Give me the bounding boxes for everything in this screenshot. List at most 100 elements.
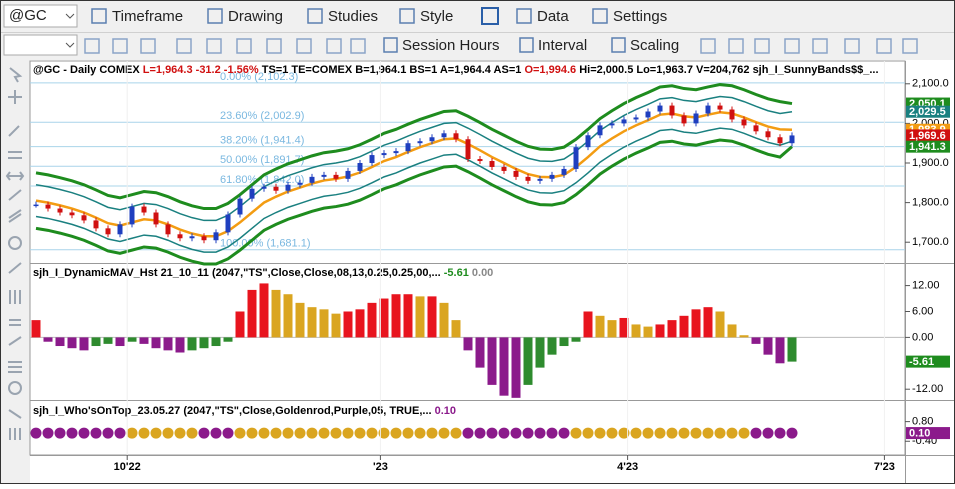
- tool-button[interactable]: [700, 38, 716, 54]
- menu-icon: [207, 8, 223, 24]
- histogram-bar: [367, 302, 377, 338]
- candle: [225, 214, 231, 233]
- histogram-bar: [583, 311, 593, 338]
- menu-item[interactable]: Scaling: [630, 37, 679, 54]
- combo-box[interactable]: [3, 34, 78, 56]
- menu-item[interactable]: Studies: [328, 8, 378, 25]
- tool-button[interactable]: [902, 38, 918, 54]
- y-tick-label: 1,800.0: [912, 197, 949, 209]
- candle: [429, 137, 435, 142]
- candle: [309, 176, 315, 183]
- tool-button[interactable]: [350, 38, 366, 54]
- symbol[interactable]: @GC: [9, 7, 47, 24]
- histogram-bar: [475, 337, 485, 368]
- candle: [333, 174, 339, 179]
- histogram-bar: [535, 337, 545, 368]
- on-top-dot: [318, 427, 330, 439]
- tool-button[interactable]: [266, 38, 282, 54]
- histogram-bar: [259, 283, 269, 338]
- histogram-bar: [463, 337, 473, 351]
- menu-item[interactable]: Interval: [538, 37, 587, 54]
- candle: [69, 212, 75, 216]
- on-top-dot: [90, 427, 102, 439]
- on-top-dot: [642, 427, 654, 439]
- candle: [213, 232, 219, 241]
- price-tag-label: 2,029.5: [909, 106, 946, 118]
- tool-button[interactable]: [206, 38, 222, 54]
- tool-button[interactable]: [876, 38, 892, 54]
- menu-item[interactable]: Settings: [613, 8, 667, 25]
- on-top-dot: [570, 427, 582, 439]
- on-top-dot: [54, 427, 66, 439]
- on-top-dot: [618, 427, 630, 439]
- histogram-bar: [751, 337, 761, 344]
- toolbar: [0, 0, 955, 60]
- mid-band: [35, 111, 793, 238]
- candle: [249, 188, 255, 199]
- candle: [57, 208, 63, 213]
- tool-button[interactable]: [176, 38, 192, 54]
- price-tag-label: 1,941.3: [909, 141, 946, 153]
- on-top-dot: [294, 427, 306, 439]
- on-top-dot: [174, 427, 186, 439]
- histogram-bar: [127, 337, 137, 342]
- on-top-dot: [630, 427, 642, 439]
- on-top-dot: [78, 427, 90, 439]
- tool-button[interactable]: [844, 38, 860, 54]
- menu-icon: [516, 8, 532, 24]
- candle: [621, 119, 627, 124]
- menu-icon: [91, 8, 107, 24]
- on-top-dot: [198, 427, 210, 439]
- menu-item[interactable]: Session Hours: [402, 37, 500, 54]
- tool-button[interactable]: [754, 38, 770, 54]
- tool-button[interactable]: [84, 38, 100, 54]
- menu-icon: [519, 37, 534, 53]
- tool-button[interactable]: [784, 38, 800, 54]
- on-top-dot: [738, 427, 750, 439]
- menu-item[interactable]: Style: [420, 8, 453, 25]
- y-tick-label: 1,700.0: [912, 236, 949, 248]
- menu-item[interactable]: Drawing: [228, 8, 283, 25]
- on-top-dot: [390, 427, 402, 439]
- histogram-bar: [523, 337, 533, 385]
- candle: [465, 139, 471, 160]
- menu-icon: [307, 8, 323, 24]
- on-top-dot: [486, 427, 498, 439]
- histogram-bar: [559, 337, 569, 347]
- tool-button[interactable]: [296, 38, 312, 54]
- candle: [765, 131, 771, 138]
- tool-button[interactable]: [812, 38, 828, 54]
- histogram-bar: [31, 320, 41, 338]
- y-tick-label: 2,000.0: [912, 117, 949, 129]
- tool-button[interactable]: [326, 38, 342, 54]
- candle: [177, 234, 183, 239]
- histogram-bar: [115, 337, 125, 347]
- on-top-dot: [654, 427, 666, 439]
- symbol-box[interactable]: [3, 4, 78, 28]
- histogram-bar: [715, 311, 725, 338]
- candle: [657, 105, 663, 112]
- candle: [393, 151, 399, 154]
- candle: [153, 212, 159, 225]
- candle: [561, 168, 567, 175]
- y-tick-label: 0.00: [912, 331, 933, 343]
- header-part: sjh_I_Who'sOnTop_23.05.27 (2047,"TS",Clo…: [33, 405, 435, 417]
- on-top-dot: [690, 427, 702, 439]
- tool-button[interactable]: [236, 38, 252, 54]
- tool-button[interactable]: [112, 38, 128, 54]
- study-header: @GC - Daily COMEX L=1,964.3 -31.2 -1.56%…: [33, 64, 879, 76]
- histogram-bar: [403, 294, 413, 338]
- tool-button[interactable]: [481, 7, 499, 25]
- tool-button[interactable]: [728, 38, 744, 54]
- header-part: 0.00: [472, 267, 493, 279]
- tool-button[interactable]: [140, 38, 156, 54]
- menu-item[interactable]: Timeframe: [112, 8, 183, 25]
- on-top-dot: [462, 427, 474, 439]
- on-top-dot: [414, 427, 426, 439]
- histogram-bar: [499, 337, 509, 396]
- on-top-dot: [306, 427, 318, 439]
- price-tag-label: 0.10: [909, 427, 930, 439]
- menu-item[interactable]: Data: [537, 8, 569, 25]
- on-top-dot: [270, 427, 282, 439]
- on-top-dot: [666, 427, 678, 439]
